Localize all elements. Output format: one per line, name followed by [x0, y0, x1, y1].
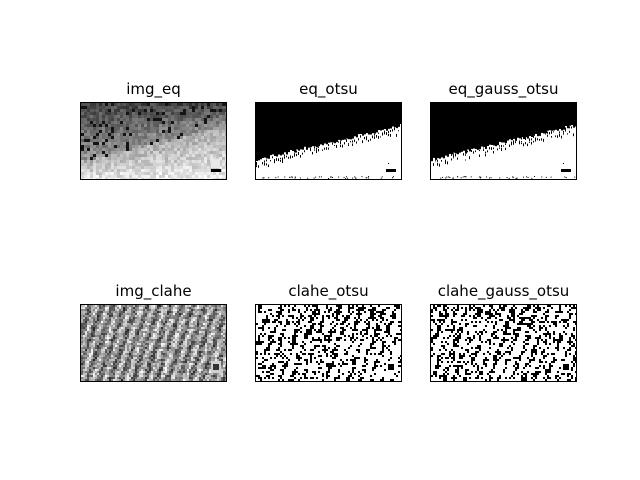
panel-title: eq_otsu [299, 80, 358, 98]
image-clahe-gauss-otsu [430, 304, 577, 382]
image-eq-otsu [255, 102, 402, 180]
panel-title: img_eq [126, 80, 181, 98]
image-img-eq [80, 102, 227, 180]
image-eq-gauss-otsu [430, 102, 577, 180]
image-img-clahe [80, 304, 227, 382]
panel-title: clahe_otsu [288, 282, 369, 300]
image-clahe-otsu [255, 304, 402, 382]
panel-title: clahe_gauss_otsu [437, 282, 570, 300]
panel-title: eq_gauss_otsu [448, 80, 559, 98]
panel-title: img_clahe [115, 282, 192, 300]
